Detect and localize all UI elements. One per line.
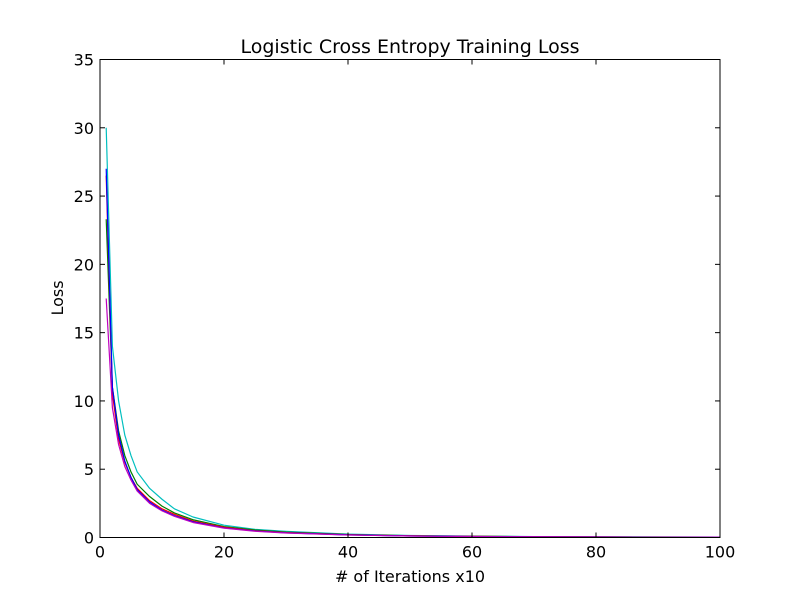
series-layer: [105, 127, 721, 538]
x-tick-label: 100: [705, 543, 736, 562]
x-axis-label: # of Iterations x10: [335, 567, 485, 586]
y-tick-label: 15: [74, 324, 94, 343]
y-tick-label: 5: [84, 460, 94, 479]
x-axis: 0 20 40 60 80 100: [95, 59, 736, 562]
series-line-5: [105, 298, 721, 538]
y-axis: 0 5 10 15 20 25 30 35: [74, 51, 720, 548]
y-tick-label: 20: [74, 255, 94, 274]
x-tick-label: 20: [214, 543, 234, 562]
y-tick-label: 25: [74, 187, 94, 206]
y-axis-label: Loss: [48, 280, 67, 315]
x-tick-label: 0: [95, 543, 105, 562]
x-tick-label: 80: [586, 543, 606, 562]
y-tick-label: 30: [74, 119, 94, 138]
y-tick-label: 10: [74, 392, 94, 411]
x-tick-label: 40: [338, 543, 358, 562]
chart-title: Logistic Cross Entropy Training Loss: [241, 36, 580, 58]
y-tick-label: 0: [84, 529, 94, 548]
plot-frame: [99, 59, 721, 538]
x-tick-label: 60: [462, 543, 482, 562]
y-tick-label: 35: [74, 51, 94, 70]
